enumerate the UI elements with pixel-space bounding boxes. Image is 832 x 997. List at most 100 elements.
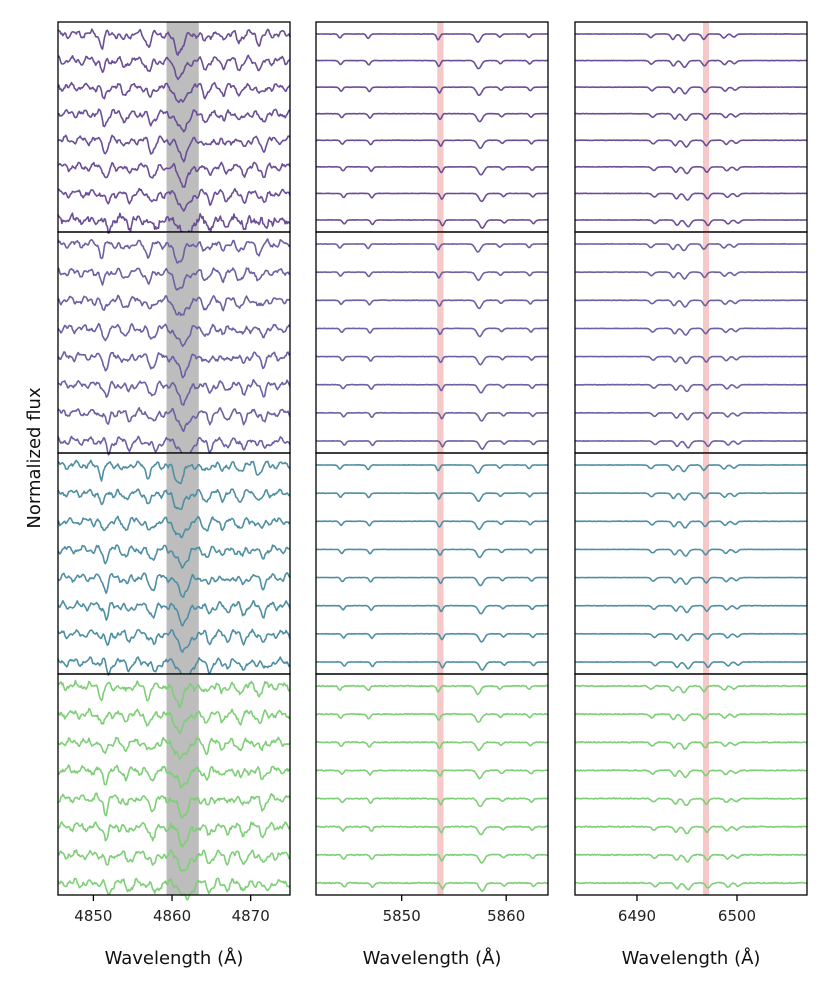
spectrum-r4-c2-4 <box>315 769 549 780</box>
spectrum-r3-c3-8 <box>575 661 808 670</box>
spectrum-r3-c3-7 <box>575 632 808 642</box>
spectrum-r1-c3-6 <box>574 165 808 175</box>
panel-r3-c1 <box>57 452 291 679</box>
x-axis-label-col1: Wavelength (Å) <box>105 947 244 969</box>
panel-frame <box>57 673 291 896</box>
spectrum-r4-c1-5 <box>57 792 291 819</box>
spectrum-r3-c3-1 <box>574 464 808 473</box>
spectrum-r4-c3-5 <box>574 797 808 806</box>
x-tick-label: 6490 <box>618 907 656 925</box>
x-axis-col2: 5850 5860 Wavelength (Å) <box>363 895 525 969</box>
x-axis-col1: 4850 4860 4870 Wavelength (Å) <box>74 895 270 969</box>
spectrum-r1-c1-8 <box>57 212 291 237</box>
spectrum-r3-c2-7 <box>315 632 548 643</box>
spectrum-r4-c1-6 <box>57 821 291 848</box>
spectrum-r4-c1-3 <box>57 736 291 760</box>
spectrum-r4-c1-7 <box>57 849 291 872</box>
spectrum-r1-c2-1 <box>316 33 548 43</box>
highlight-band <box>437 674 444 895</box>
spectrum-r3-c1-7 <box>57 628 291 653</box>
spectrum-r1-c3-7 <box>574 192 807 201</box>
spectrum-r1-c2-4 <box>315 112 548 123</box>
panel-frame <box>315 673 549 896</box>
panel-r1-c1 <box>57 21 291 237</box>
highlight-band <box>703 232 709 453</box>
panel-r4-c2 <box>315 673 549 896</box>
spectrum-r1-c2-7 <box>315 192 548 203</box>
panel-frame <box>315 21 549 233</box>
spectrum-r3-c3-2 <box>574 492 808 501</box>
spectrum-r2-c3-2 <box>574 271 807 280</box>
panel-r3-c2 <box>315 452 549 675</box>
spectrum-r1-c2-2 <box>316 59 549 70</box>
spectrum-r2-c2-6 <box>315 383 549 394</box>
x-axes: 4850 4860 4870 Wavelength (Å) 5850 5860 Wavele… <box>74 895 760 969</box>
spectrum-r4-c3-7 <box>574 853 808 863</box>
spectrum-r3-c1-2 <box>57 488 291 511</box>
spectrum-r2-c2-3 <box>315 299 549 310</box>
spectrum-r2-c1-6 <box>57 379 291 406</box>
highlight-band <box>166 22 199 232</box>
spectrum-r3-c1-6 <box>57 600 291 627</box>
spectrum-r2-c2-4 <box>315 327 549 338</box>
spectrum-r4-c3-6 <box>574 825 808 835</box>
spectrum-r4-c1-8 <box>57 877 291 901</box>
highlight-band <box>166 232 199 453</box>
spectrum-r2-c3-4 <box>574 327 808 336</box>
panel-frame <box>574 21 808 233</box>
panel-r2-c1 <box>57 231 291 457</box>
spectrum-r2-c2-5 <box>315 355 549 366</box>
spectrum-r2-c1-4 <box>57 322 291 348</box>
x-axis-label-col3: Wavelength (Å) <box>622 947 761 969</box>
x-tick-label: 4860 <box>153 907 191 925</box>
spectrum-r1-c1-7 <box>57 187 291 212</box>
spectrum-r1-c1-4 <box>58 108 291 133</box>
panel-r1-c3 <box>574 21 808 233</box>
spectrum-r4-c3-2 <box>574 712 808 722</box>
spectrum-r1-c3-4 <box>574 112 807 121</box>
spectrum-r1-c2-5 <box>315 139 549 149</box>
spectrum-r2-c3-5 <box>574 355 807 365</box>
highlight-band <box>437 22 444 232</box>
spectrum-r4-c3-8 <box>574 881 808 891</box>
spectrum-r4-c1-4 <box>57 764 291 789</box>
highlight-band <box>437 453 444 674</box>
spectrum-r1-c3-8 <box>574 219 808 228</box>
spectrum-r3-c2-8 <box>315 661 549 671</box>
spectrum-r2-c1-7 <box>57 407 291 433</box>
spectrum-r1-c3-1 <box>574 33 807 42</box>
spectrum-r4-c3-4 <box>574 769 808 779</box>
panel-r2-c3 <box>574 231 808 454</box>
spectrum-r3-c3-4 <box>574 548 808 557</box>
panel-frame <box>315 231 549 454</box>
spectrum-r2-c3-6 <box>574 383 808 393</box>
spectrum-r3-c1-3 <box>57 515 291 539</box>
panel-frame <box>574 452 808 675</box>
panel-r2-c2 <box>315 231 549 454</box>
spectrum-r2-c2-2 <box>316 271 549 282</box>
spectrum-r4-c2-1 <box>315 684 549 696</box>
spectrum-r4-c2-3 <box>315 741 549 752</box>
x-tick-label: 4850 <box>74 907 112 925</box>
spectrum-r2-c2-7 <box>315 411 549 422</box>
spectrum-r2-c1-8 <box>57 435 291 457</box>
spectrum-r1-c1-6 <box>57 161 291 188</box>
spectrum-r3-c2-1 <box>316 464 549 474</box>
spectrum-r4-c3-1 <box>574 684 808 694</box>
spectrum-r2-c2-1 <box>316 243 549 253</box>
x-axis-col3: 6490 6500 Wavelength (Å) <box>618 895 761 969</box>
spectrum-r2-c3-1 <box>574 243 808 252</box>
spectrum-r1-c1-3 <box>57 81 291 104</box>
spectrum-r1-c3-5 <box>574 139 808 148</box>
spectrum-r4-c2-5 <box>315 797 549 808</box>
spectrum-r3-c1-4 <box>57 544 291 569</box>
spectrum-r1-c1-2 <box>57 54 291 81</box>
spectrum-r2-c3-8 <box>575 440 807 449</box>
spectrum-r2-c1-1 <box>57 238 291 264</box>
panels <box>57 21 808 901</box>
spectrum-r1-c2-3 <box>316 86 549 96</box>
spectrum-r2-c3-7 <box>574 411 808 421</box>
panel-r1-c2 <box>315 21 549 233</box>
spectrum-r4-c2-7 <box>315 853 549 864</box>
